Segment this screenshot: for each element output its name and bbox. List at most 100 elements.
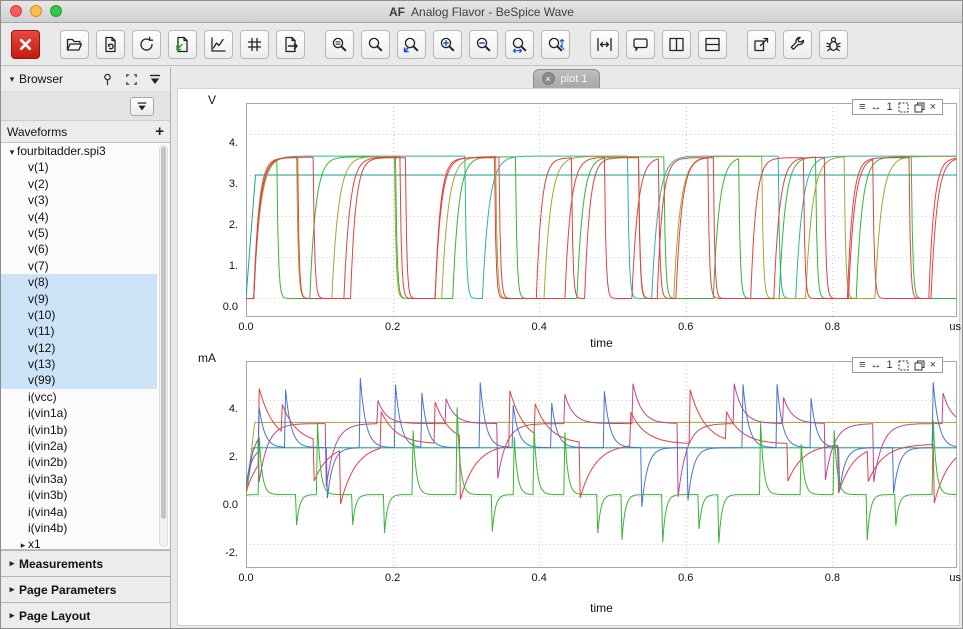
tree-scrollbar[interactable]: [159, 145, 168, 547]
tree-item-ivin2b[interactable]: i(vin2b): [1, 454, 157, 470]
x-tick-label: 0.4: [531, 321, 547, 333]
voltage-plot-canvas[interactable]: [245, 103, 957, 317]
tree-item-v12[interactable]: v(12): [1, 339, 157, 357]
tree-item-ivin1a[interactable]: i(vin1a): [1, 405, 157, 421]
settings-button[interactable]: [783, 29, 812, 59]
select-frame-icon[interactable]: [122, 71, 140, 87]
waveforms-label: Waveforms: [7, 124, 68, 139]
plot-menu-button[interactable]: ≡: [859, 359, 866, 371]
split-rows-button[interactable]: [698, 29, 727, 59]
tree-item-v7[interactable]: v(7): [1, 258, 157, 274]
tree-item-ivin4b[interactable]: i(vin4b): [1, 520, 157, 536]
tree-item-label: i(vin4b): [28, 520, 68, 535]
plot-duplicate-button[interactable]: [914, 102, 925, 113]
tree-item-v99[interactable]: v(99): [1, 372, 157, 389]
filter-dropdown-button[interactable]: [130, 97, 154, 116]
window-minimize-button[interactable]: [30, 5, 42, 17]
x-tick-label: 0.0: [238, 321, 254, 333]
tab-plot-1[interactable]: × plot 1: [532, 69, 601, 88]
x-axis-ticks: us 0.0 0.2 0.4 0.6 0.8: [238, 321, 961, 334]
add-waveform-button[interactable]: +: [155, 122, 164, 140]
plot-fullscreen-button[interactable]: [898, 102, 909, 113]
zoom-in-button[interactable]: [433, 29, 462, 59]
tree-item-v4[interactable]: v(4): [1, 209, 157, 225]
grid-toggle-button[interactable]: [240, 29, 269, 59]
tree-root-fourbitadder[interactable]: ▾ fourbitadder.spi3: [1, 143, 157, 159]
zoom-x-button[interactable]: [505, 29, 534, 59]
tree-item-ivcc[interactable]: i(vcc): [1, 389, 157, 405]
import-button[interactable]: [168, 29, 197, 59]
pin-icon[interactable]: [98, 71, 116, 87]
window-close-button[interactable]: [10, 5, 22, 17]
section-page-parameters[interactable]: ▸ Page Parameters: [1, 576, 170, 602]
tab-close-icon[interactable]: ×: [541, 72, 555, 85]
zoom-select-button[interactable]: [361, 29, 390, 59]
tab-label: plot 1: [560, 72, 588, 85]
plot-menu-button[interactable]: ≡: [859, 101, 866, 113]
tree-item-v8[interactable]: v(8): [1, 274, 157, 291]
section-page-layout[interactable]: ▸ Page Layout: [1, 602, 170, 628]
plot-close-button[interactable]: ×: [929, 101, 936, 113]
browser-header[interactable]: ▾ Browser: [1, 67, 170, 91]
tree-item-label: v(99): [28, 373, 56, 388]
tree-item-ivin2a[interactable]: i(vin2a): [1, 438, 157, 454]
plot-controls: ≡ ↔ 1 ×: [852, 357, 943, 373]
triangle-icon[interactable]: ▸: [20, 540, 26, 550]
triangle-icon[interactable]: ▾: [9, 147, 15, 157]
plot-fit-button[interactable]: ↔: [870, 359, 882, 371]
window-zoom-button[interactable]: [50, 5, 62, 17]
zoom-previous-button[interactable]: [397, 29, 426, 59]
x-tick-label: 0.8: [824, 321, 841, 333]
window-title-text: Analog Flavor - BeSpice Wave: [411, 4, 574, 19]
y-tick-label: -2.: [225, 546, 238, 559]
tree-item-v3[interactable]: v(3): [1, 192, 157, 208]
y-tick-label: 0.0: [222, 301, 238, 314]
fit-horizontal-button[interactable]: [590, 29, 619, 59]
plot-duplicate-button[interactable]: [914, 360, 925, 371]
collapse-all-icon[interactable]: [146, 71, 164, 87]
tree-item-ivin3a[interactable]: i(vin3a): [1, 471, 157, 487]
y-tick-label: 4.: [228, 136, 238, 149]
tab-strip: × plot 1: [171, 67, 962, 88]
tree-item-v5[interactable]: v(5): [1, 225, 157, 241]
plot-close-button[interactable]: ×: [929, 359, 936, 371]
split-columns-button[interactable]: [662, 29, 691, 59]
tree-item-v11[interactable]: v(11): [1, 323, 157, 340]
section-measurements[interactable]: ▸ Measurements: [1, 550, 170, 576]
tree-item-x1[interactable]: ▸ x1: [1, 536, 157, 550]
debug-button[interactable]: [819, 29, 848, 59]
zoom-fit-button[interactable]: [325, 29, 354, 59]
waveforms-header[interactable]: Waveforms +: [1, 121, 170, 143]
tree-item-v1[interactable]: v(1): [1, 159, 157, 175]
tree-item-ivin3b[interactable]: i(vin3b): [1, 487, 157, 503]
tree-item-label: i(vin2b): [28, 455, 68, 470]
tree-scrollbar-thumb[interactable]: [161, 147, 166, 519]
export-plot-button[interactable]: [276, 29, 305, 59]
y-axis-unit: V: [208, 93, 217, 107]
title-bar[interactable]: AF Analog Flavor - BeSpice Wave: [1, 1, 962, 23]
series-v-out-red: [246, 157, 957, 299]
zoom-y-button[interactable]: [541, 29, 570, 59]
refresh-button[interactable]: [132, 29, 161, 59]
current-plot-canvas[interactable]: [245, 361, 957, 568]
plot-fit-button[interactable]: ↔: [870, 101, 882, 113]
tree-item-v10[interactable]: v(10): [1, 306, 157, 324]
tree-item-v6[interactable]: v(6): [1, 241, 157, 257]
tree-item-label: v(7): [28, 258, 49, 273]
delete-button[interactable]: [11, 29, 40, 59]
cursor-label-button[interactable]: [626, 29, 655, 59]
add-plot-button[interactable]: [204, 29, 233, 59]
tree-item-v9[interactable]: v(9): [1, 290, 157, 307]
open-file-button[interactable]: [60, 29, 89, 59]
collapse-triangle-icon[interactable]: ▾: [9, 73, 15, 84]
zoom-out-button[interactable]: [469, 29, 498, 59]
y-tick-label: 3.: [228, 178, 238, 191]
tree-item-v13[interactable]: v(13): [1, 356, 157, 373]
reload-file-button[interactable]: [96, 29, 125, 59]
detach-window-button[interactable]: [747, 29, 776, 59]
tree-item-v2[interactable]: v(2): [1, 176, 157, 192]
tree-item-ivin1b[interactable]: i(vin1b): [1, 422, 157, 438]
tree-item-ivin4a[interactable]: i(vin4a): [1, 504, 157, 520]
voltage-plot: V 4. 3. 2. 1. 0.0 ≡ ↔ 1 × us 0.0 0.2 0.4 0.6 0.8 ti…: [184, 93, 961, 350]
plot-fullscreen-button[interactable]: [898, 360, 909, 371]
